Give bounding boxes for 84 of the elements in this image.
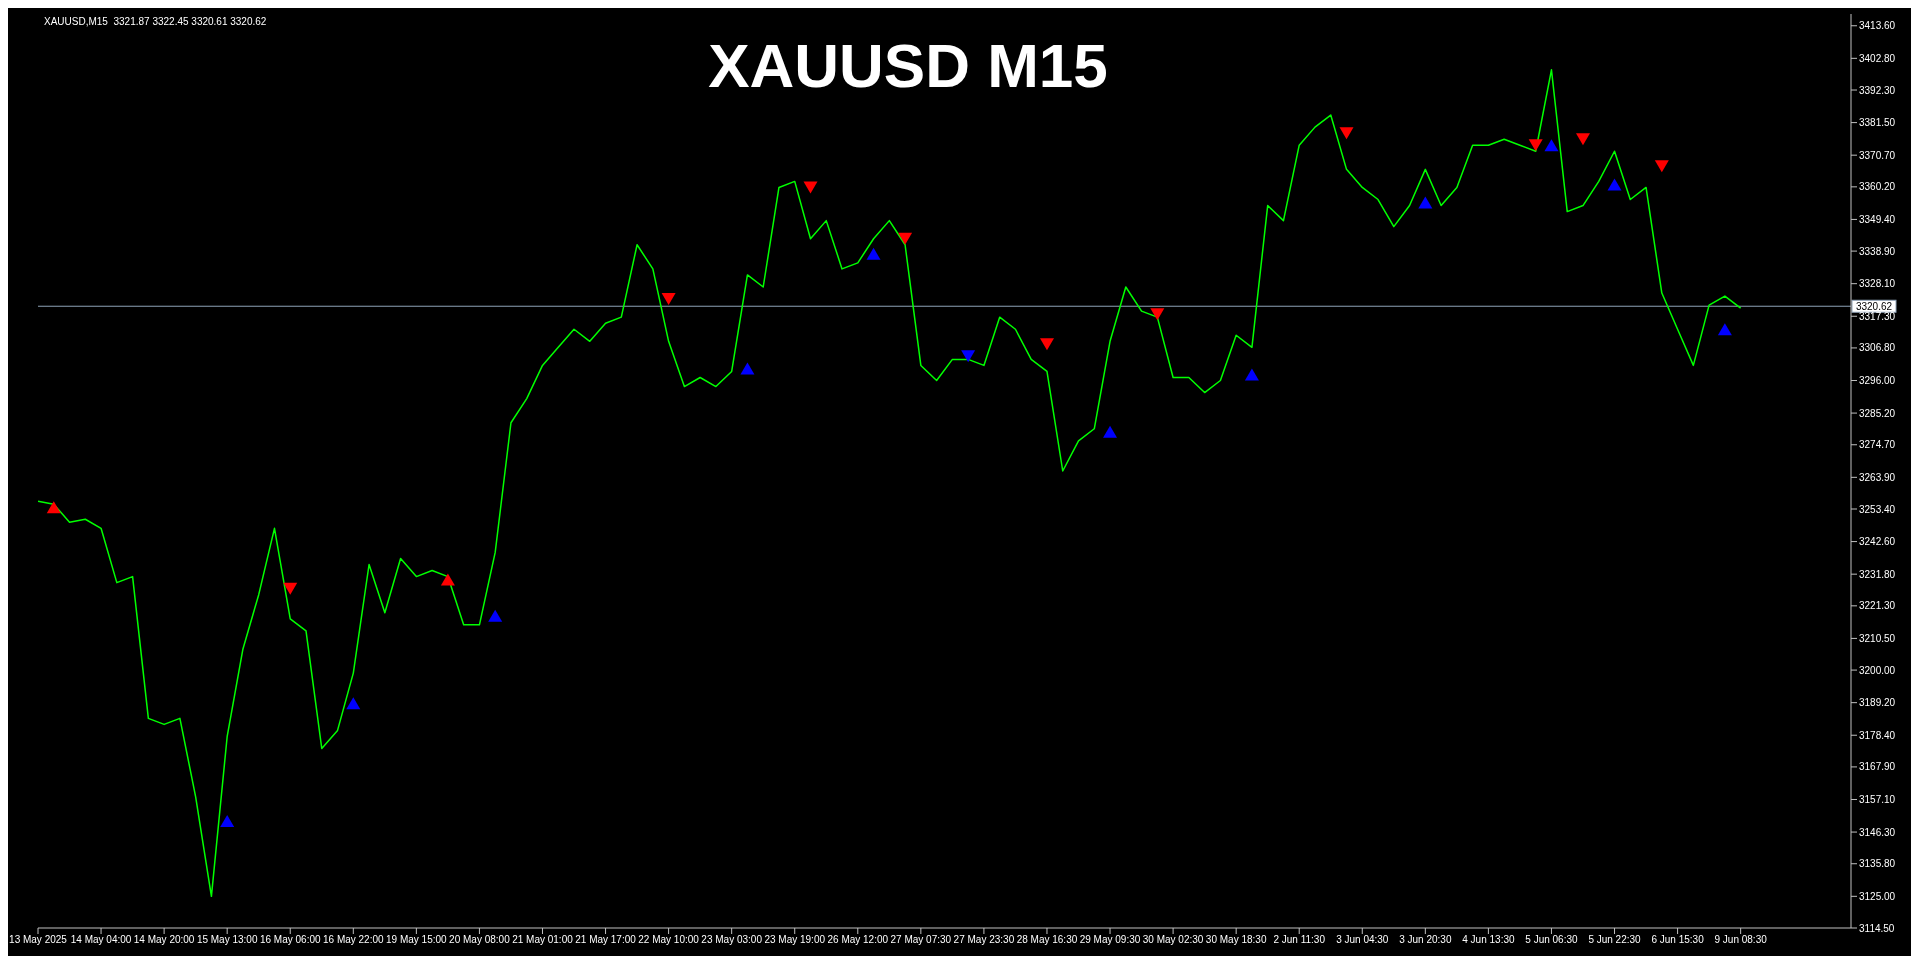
y-tick-label: 3402.80: [1859, 52, 1896, 64]
point: [740, 362, 755, 375]
x-tick-label: 5 Jun 06:30: [1525, 934, 1579, 946]
x-tick-label: 26 May 12:00: [827, 934, 889, 946]
ref-line-label: 3320.62: [1855, 301, 1893, 313]
point: [283, 582, 298, 595]
point: [1575, 133, 1590, 146]
point: [1103, 425, 1118, 438]
y-tick-label: 3114.50: [1859, 922, 1895, 934]
x-tick-label: 3 Jun 04:30: [1336, 934, 1389, 946]
y-tick-label: 3285.20: [1859, 407, 1896, 419]
y-tick-label: 3135.80: [1859, 858, 1896, 870]
y-tick-label: 3210.50: [1859, 632, 1896, 644]
point: [220, 814, 235, 827]
x-tick-label: 2 Jun 11:30: [1273, 934, 1326, 946]
x-tick-label: 16 May 22:00: [323, 934, 385, 946]
point: [866, 247, 881, 260]
y-tick-label: 3263.90: [1859, 471, 1896, 483]
y-tick-label: 3370.70: [1859, 149, 1896, 161]
y-tick-label: 3296.00: [1859, 375, 1896, 387]
x-tick-label: 5 Jun 22:30: [1588, 934, 1642, 946]
x-tick-label: 9 Jun 08:30: [1714, 934, 1768, 946]
y-tick-label: 3360.20: [1859, 181, 1896, 193]
y-tick-label: 3413.60: [1859, 20, 1896, 32]
x-tick-label: 27 May 07:30: [890, 934, 952, 946]
point: [1717, 323, 1732, 336]
y-tick-label: 3349.40: [1859, 213, 1896, 225]
point: [346, 697, 361, 710]
point: [661, 293, 676, 306]
x-tick-label: 30 May 18:30: [1205, 934, 1267, 946]
x-tick-label: 29 May 09:30: [1079, 934, 1141, 946]
x-tick-label: 14 May 04:00: [70, 934, 132, 946]
point: [46, 501, 61, 514]
point: [961, 350, 976, 363]
y-tick-label: 3242.60: [1859, 536, 1896, 548]
point: [1039, 338, 1054, 351]
x-tick-label: 6 Jun 15:30: [1651, 934, 1705, 946]
y-tick-label: 3178.40: [1859, 729, 1896, 741]
point: [1418, 196, 1433, 209]
x-tick-label: 14 May 20:00: [133, 934, 195, 946]
point: [440, 573, 455, 586]
point: [1528, 139, 1543, 152]
x-tick-label: 21 May 17:00: [575, 934, 637, 946]
y-tick-label: 3157.10: [1859, 794, 1896, 806]
point: [1150, 308, 1165, 321]
y-tick-label: 3200.00: [1859, 664, 1896, 676]
y-tick-label: 3306.80: [1859, 342, 1896, 354]
point: [803, 181, 818, 194]
y-tick-label: 3146.30: [1859, 826, 1896, 838]
point: [488, 609, 503, 622]
x-tick-label: 21 May 01:00: [512, 934, 574, 946]
x-tick-label: 22 May 10:00: [638, 934, 700, 946]
annotation: XAUUSD,M15 3321.87 3322.45 3320.61 3320.62: [44, 16, 267, 27]
y-tick-label: 3381.50: [1859, 117, 1896, 129]
point: [1607, 178, 1622, 191]
x-tick-label: 30 May 02:30: [1142, 934, 1204, 946]
y-tick-label: 3167.90: [1859, 761, 1896, 773]
y-tick-label: 3253.40: [1859, 503, 1896, 515]
y-tick-label: 3328.10: [1859, 278, 1896, 290]
point: [1339, 127, 1354, 140]
x-tick-label: 3 Jun 20:30: [1399, 934, 1452, 946]
x-tick-label: 20 May 08:00: [449, 934, 511, 946]
y-tick-label: 3125.00: [1859, 890, 1896, 902]
y-tick-label: 3189.20: [1859, 697, 1896, 709]
x-tick-label: 23 May 03:00: [701, 934, 763, 946]
x-tick-label: 4 Jun 13:30: [1462, 934, 1515, 946]
x-tick-label: 15 May 13:00: [196, 934, 258, 946]
x-tick-label: 27 May 23:30: [953, 934, 1015, 946]
x-tick-label: 28 May 16:30: [1016, 934, 1078, 946]
point: [1544, 139, 1559, 152]
y-tick-label: 3221.30: [1859, 600, 1896, 612]
chart-title: XAUUSD M15: [707, 30, 1109, 101]
x-tick-label: 19 May 15:00: [386, 934, 448, 946]
y-tick-label: 3392.30: [1859, 84, 1896, 96]
y-tick-label: 3231.80: [1859, 568, 1896, 580]
x-tick-label: 13 May 2025: [9, 934, 68, 946]
x-tick-label: 16 May 06:00: [259, 934, 321, 946]
x-tick-label: 23 May 19:00: [764, 934, 826, 946]
point: [1654, 160, 1669, 173]
y-tick-label: 3338.90: [1859, 245, 1896, 257]
y-tick-label: 3274.70: [1859, 439, 1896, 451]
y-tick-label: 3317.30: [1859, 310, 1896, 322]
point: [1244, 368, 1259, 381]
point: [898, 232, 913, 245]
